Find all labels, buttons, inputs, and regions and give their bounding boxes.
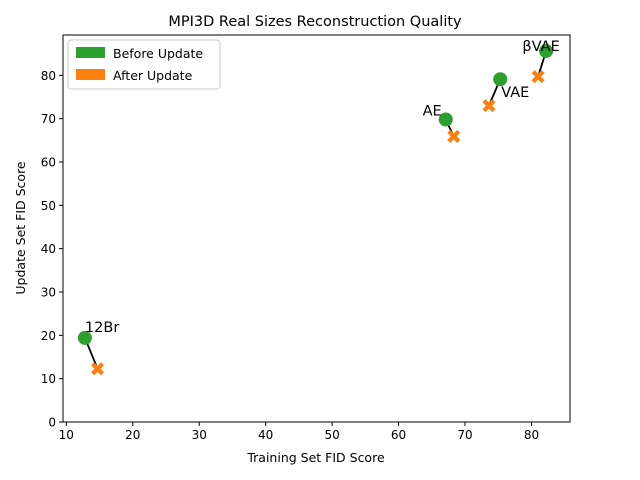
y-axis-ticks: 0 10 20 30 40 50 60 70 80 (41, 69, 63, 430)
x-axis-label: Training Set FID Score (246, 450, 385, 465)
y-tick-label: 60 (41, 155, 56, 169)
legend-label-after: After Update (113, 68, 193, 83)
y-tick-label: 50 (41, 199, 56, 213)
x-axis-ticks: 10 20 30 40 50 60 70 80 (59, 422, 539, 442)
plot-frame (62, 34, 571, 423)
x-tick-label: 10 (59, 428, 74, 442)
point-label: AE (423, 104, 442, 120)
x-tick-label: 50 (324, 428, 339, 442)
x-tick-label: 40 (258, 428, 273, 442)
legend-swatch-before (76, 47, 105, 58)
point-label: 12Br (85, 320, 119, 336)
chart-title: MPI3D Real Sizes Reconstruction Quality (168, 14, 462, 30)
y-tick-label: 20 (41, 329, 56, 343)
y-tick-label: 30 (41, 285, 56, 299)
y-tick-label: 40 (41, 242, 56, 256)
point-label: βVAE (522, 39, 559, 55)
x-tick-label: 20 (125, 428, 140, 442)
after-update-point (91, 362, 105, 376)
y-tick-label: 70 (41, 112, 56, 126)
x-tick-label: 80 (524, 428, 539, 442)
before-update-point (539, 44, 554, 59)
x-tick-label: 70 (457, 428, 472, 442)
before-update-point (438, 112, 453, 127)
y-tick-label: 10 (41, 372, 56, 386)
after-update-point (447, 129, 461, 143)
before-update-point (493, 72, 508, 87)
legend: Before Update After Update (67, 39, 221, 90)
y-tick-label: 0 (48, 416, 56, 430)
y-axis-label: Update Set FID Score (13, 161, 28, 295)
connector-lines (84, 50, 547, 370)
legend-box (67, 39, 221, 90)
plot-area (62, 34, 571, 423)
after-update-point (531, 70, 545, 84)
y-tick-label: 80 (41, 69, 56, 83)
x-tick-label: 60 (391, 428, 406, 442)
after-update-point (482, 99, 496, 113)
markers (77, 44, 554, 376)
point-labels: 12Br AE VAE βVAE (85, 39, 560, 336)
before-update-point (77, 330, 92, 345)
point-label: VAE (501, 85, 529, 101)
legend-swatch-after (76, 69, 105, 80)
x-tick-label: 30 (192, 428, 207, 442)
legend-label-before: Before Update (113, 46, 203, 61)
